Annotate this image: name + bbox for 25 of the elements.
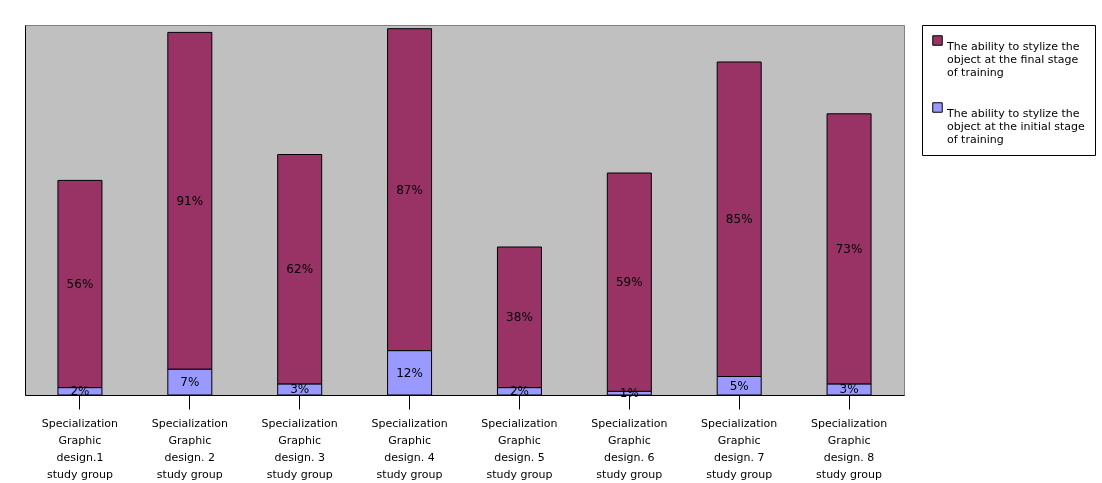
data-label: 7% xyxy=(180,375,200,390)
x-tick-label: Specialization Graphic design. 3 study group xyxy=(261,416,338,481)
x-tick-label: Specialization Graphic design. 8 study group xyxy=(810,416,888,481)
data-label: 56% xyxy=(66,277,94,291)
data-label: 12% xyxy=(396,365,423,380)
x-tick-label: Specialization Graphic design. 6 study group xyxy=(591,416,668,481)
x-tick-label: Specialization Graphic design. 7 study group xyxy=(701,416,778,481)
x-tick-label: Specialization Graphic design. 2 study group xyxy=(151,416,228,481)
data-label: 38% xyxy=(506,310,533,325)
data-label: 59% xyxy=(615,275,643,290)
data-label: 85% xyxy=(725,212,753,227)
legend-label: The ability to stylize the object at the final stage of training xyxy=(946,39,1080,79)
data-label: 3% xyxy=(290,382,310,397)
data-label: 3% xyxy=(839,382,859,397)
x-tick-label: Specialization Graphic design. 4 study group xyxy=(371,416,448,481)
data-label: 2% xyxy=(70,384,90,399)
data-label: 2% xyxy=(509,384,529,399)
legend-label: The ability to stylize the object at the initial stage of training xyxy=(946,106,1086,146)
data-label: 87% xyxy=(396,182,423,197)
x-tick-label: Specialization Graphic design.1 study group xyxy=(41,416,119,481)
x-tick-label: Specialization Graphic design. 5 study group xyxy=(481,416,558,481)
data-label: 62% xyxy=(286,262,314,277)
data-label: 73% xyxy=(835,241,863,256)
data-label: 91% xyxy=(176,193,204,208)
data-label: 5% xyxy=(729,378,749,393)
